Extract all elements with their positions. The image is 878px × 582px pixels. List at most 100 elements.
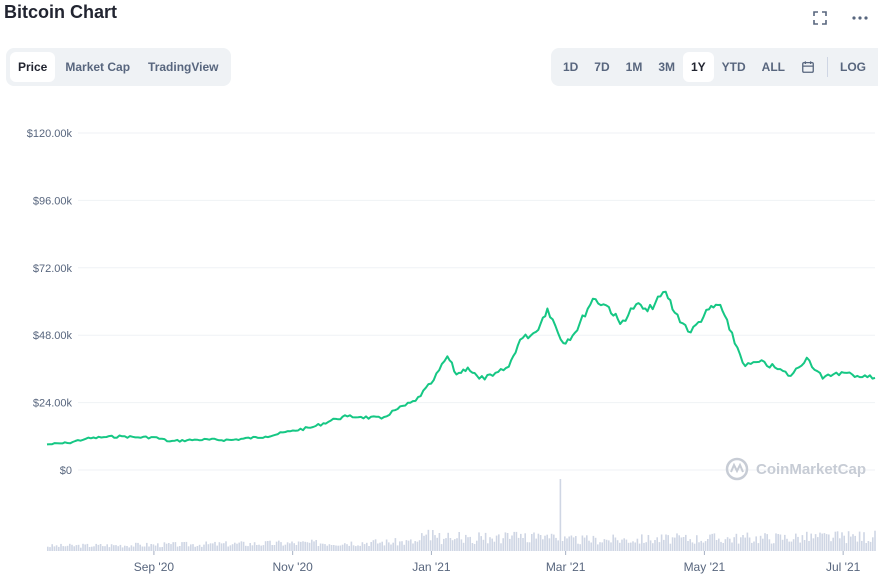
volume-bar [586,535,588,551]
volume-bar [493,541,496,551]
volume-bar [487,543,489,551]
volume-bar [597,544,599,551]
volume-bar [341,544,344,551]
volume-bar [229,545,232,551]
volume-bar [135,542,137,551]
volume-bar [247,546,249,551]
volume-bar [671,537,674,551]
volume-bar [62,546,64,551]
volume-bar [139,544,141,551]
volume-bar [588,540,590,551]
volume-bar [82,543,84,551]
tab-price[interactable]: Price [10,52,56,82]
volume-bar [190,544,192,551]
volume-bar [187,546,190,551]
volume-bar [869,541,872,551]
volume-bar [165,543,168,551]
volume-bar [425,534,427,551]
volume-bar [616,540,619,551]
calendar-icon[interactable] [793,52,823,82]
volume-bar [693,543,696,551]
volume-bar [368,546,370,551]
volume-bar [271,545,273,551]
volume-bar [834,531,837,551]
range-3m[interactable]: 3M [658,60,675,74]
volume-bar [621,539,623,551]
volume-bar [775,533,777,551]
volume-bar [267,541,269,551]
tab-market-cap[interactable]: Market Cap [65,60,131,74]
volume-bar [674,537,676,551]
volume-bar [711,533,713,551]
volume-bar [110,544,113,551]
volume-bar [440,544,443,551]
volume-bar [49,547,51,551]
range-all[interactable]: ALL [761,60,785,74]
volume-bar [762,538,764,551]
volume-bar [520,533,522,551]
more-icon[interactable] [850,8,870,28]
range-ytd[interactable]: YTD [721,60,746,74]
volume-bar [773,543,775,551]
volume-bar [73,546,75,551]
volume-bar [181,542,183,551]
volume-bar [823,533,826,551]
volume-bar [454,539,456,551]
range-7d[interactable]: 7D [594,60,610,74]
volume-bar [262,545,265,551]
volume-bar [865,543,867,551]
volume-bar [874,530,876,551]
volume-bar [612,534,614,551]
volume-bar [150,544,152,551]
range-1d[interactable]: 1D [562,60,579,74]
volume-bar [159,547,161,551]
volume-bar [374,539,377,551]
volume-bar [665,534,667,551]
volume-bar [572,537,575,551]
volume-bar [522,538,524,551]
volume-bar [396,545,399,551]
volume-bar [757,543,760,551]
volume-bar [196,546,199,551]
volume-bar [735,533,738,551]
volume-bar [383,545,386,551]
x-tick-label: Jan '21 [412,560,451,574]
volume-bar [689,539,691,551]
volume-bar [119,544,122,551]
volume-bar [495,535,498,551]
volume-bar [506,533,509,551]
log-toggle[interactable]: LOG [840,60,866,74]
price-line [46,290,876,446]
volume-bar [647,535,650,551]
volume-bar [66,545,69,551]
volume-bar [579,544,581,551]
volume-bar [634,542,636,551]
volume-bar [786,538,788,551]
volume-bar [143,546,146,551]
range-1y[interactable]: 1Y [682,52,714,82]
volume-bar [817,537,819,551]
volume-bar [814,534,817,551]
volume-bar [337,545,339,551]
volume-bar [240,541,243,551]
x-tick-label: Nov '20 [273,560,314,574]
volume-bar [282,545,284,551]
volume-bar [275,541,278,551]
volume-bar [297,541,300,551]
volume-bar [465,534,467,551]
tab-tradingview[interactable]: TradingView [148,60,219,74]
volume-bar [99,544,102,551]
volume-bar [484,532,487,551]
volume-bar [58,546,60,551]
volume-bar [627,542,630,551]
fullscreen-icon[interactable] [810,8,830,28]
volume-bar [546,534,548,551]
volume-bar [676,533,678,551]
watermark-text: CoinMarketCap [756,461,866,478]
volume-bar [696,535,698,551]
volume-bar [649,540,652,551]
volume-bar [746,532,749,551]
range-1m[interactable]: 1M [625,60,643,74]
volume-bar [610,542,612,551]
volume-bar [592,535,595,551]
